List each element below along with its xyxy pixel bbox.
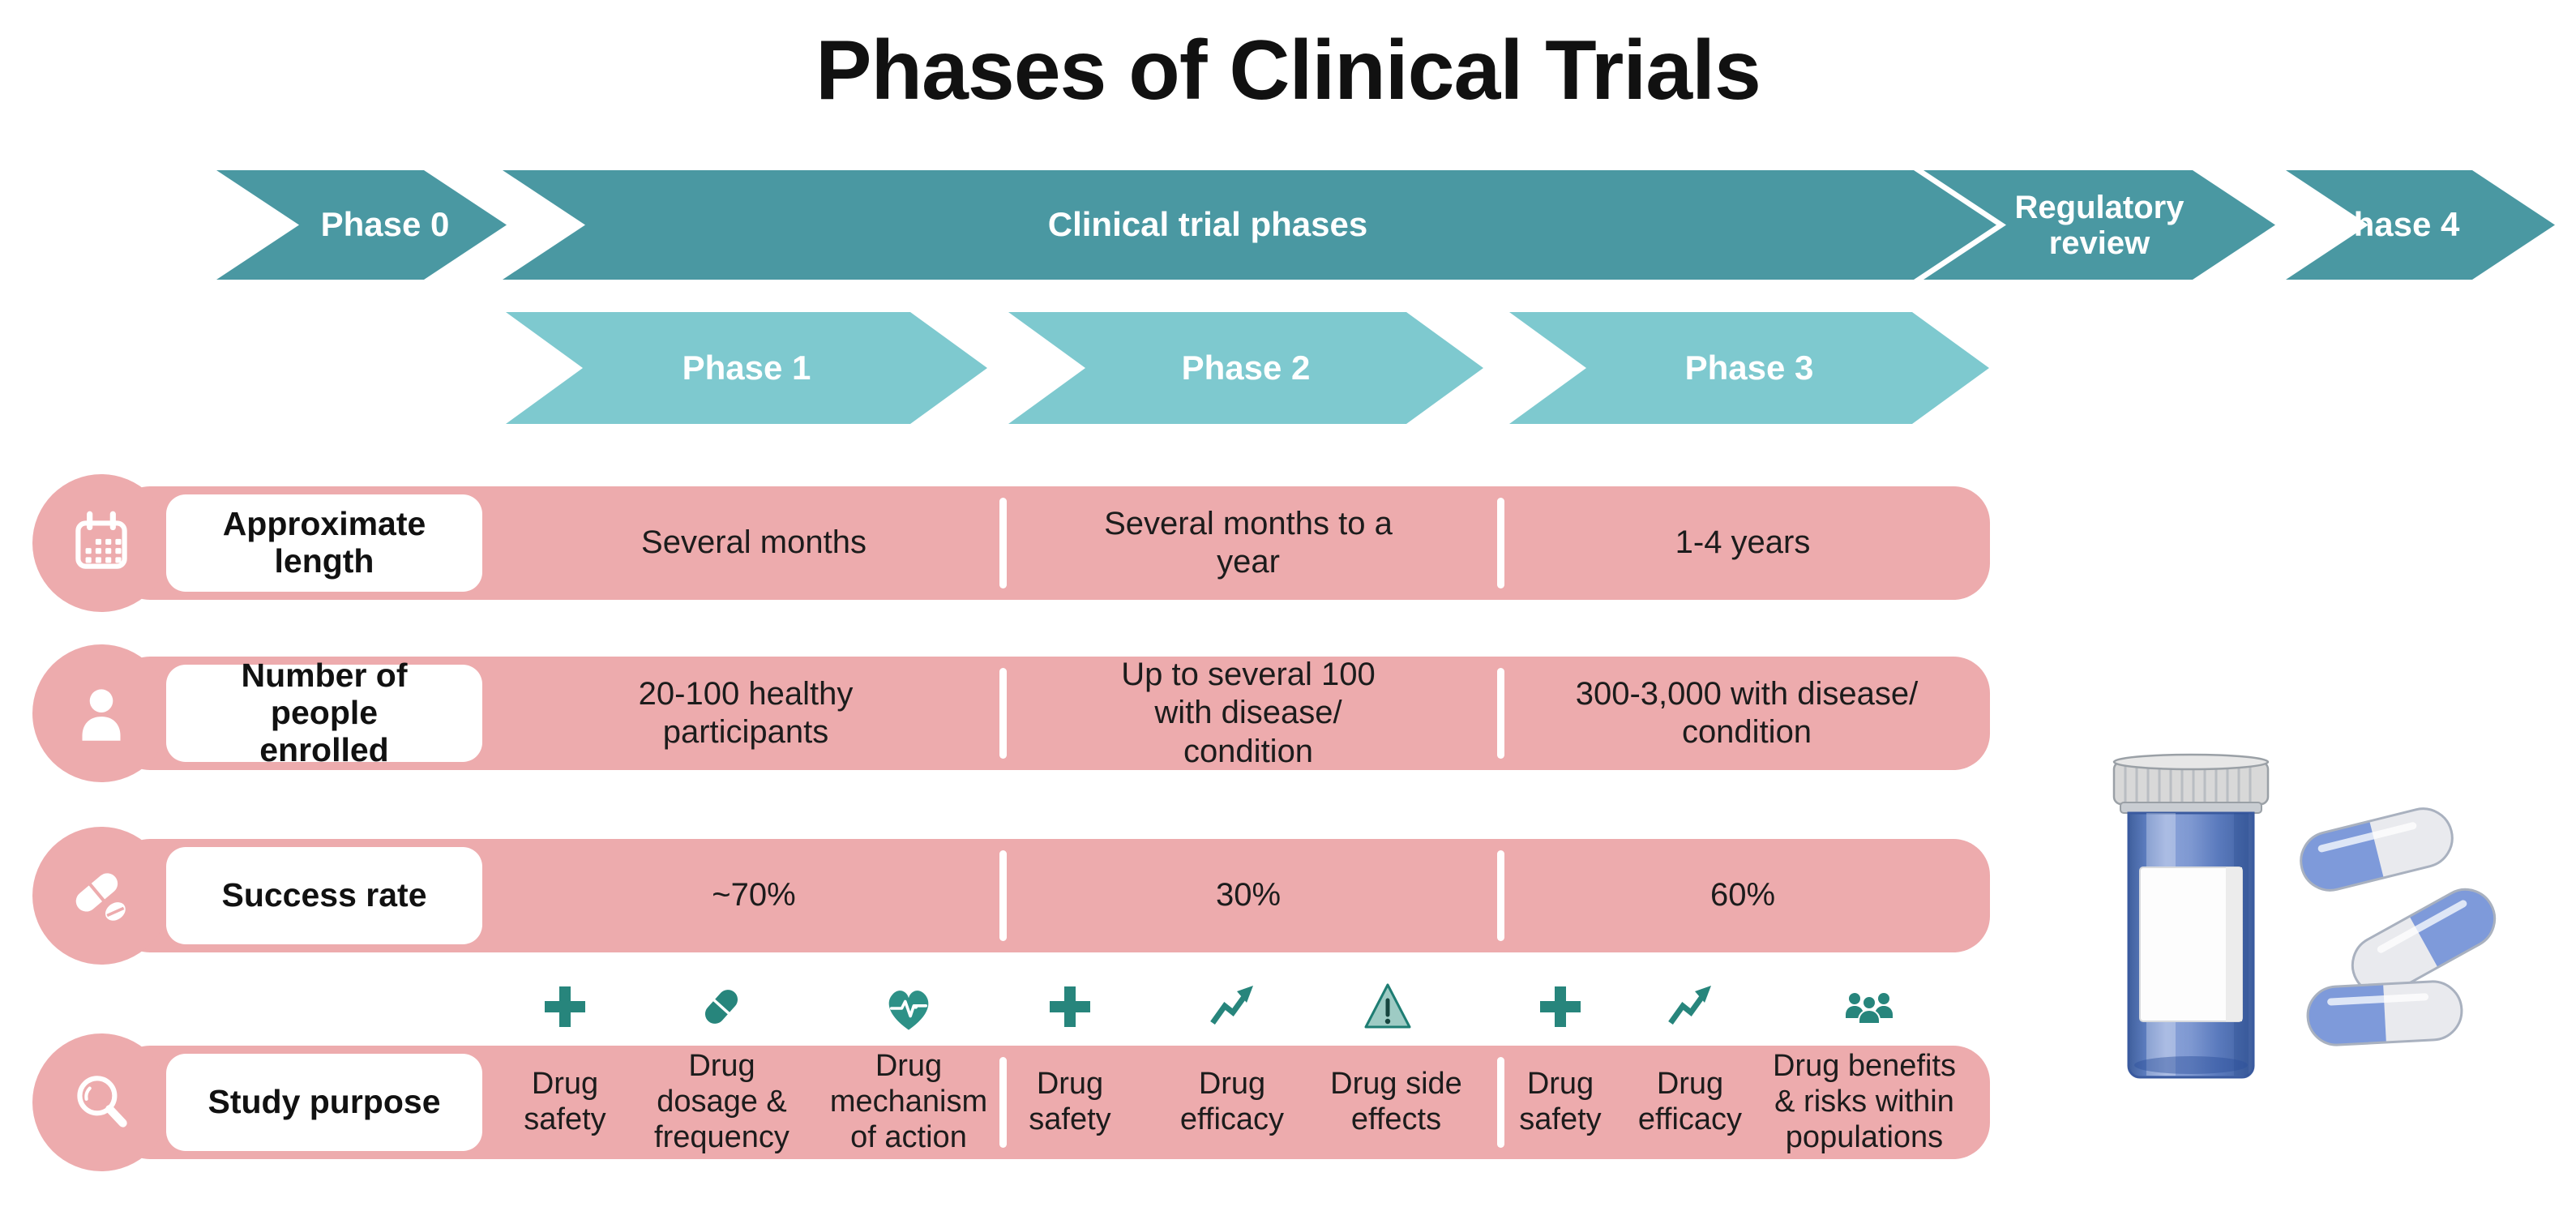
label-phase-4: Phase 4: [2330, 205, 2460, 244]
person-icon: [82, 689, 121, 741]
heart-pulse-icon: [881, 981, 936, 1036]
row-label-success-rate: Success rate: [166, 847, 482, 944]
magnifier-icon: [77, 1076, 127, 1128]
value-length-phase1: Several months: [641, 524, 867, 561]
row-study-purpose-badge: [32, 1033, 170, 1171]
row-label-people-enrolled: Number of people enrolled: [166, 657, 482, 768]
divider: [1497, 1057, 1504, 1148]
plus-icon: [1534, 981, 1586, 1033]
value-length-phase2: Several months to a year: [1104, 505, 1393, 580]
people-icon: [1840, 981, 1898, 1033]
purpose-p3-drug-safety: Drug safety: [1519, 1067, 1602, 1136]
purpose-p3-drug-efficacy: Drug efficacy: [1637, 1067, 1743, 1136]
pills-icon: [75, 873, 126, 921]
label-phase-1: Phase 1: [682, 348, 811, 387]
plus-icon: [1044, 981, 1096, 1033]
value-people-phase1: 20-100 healthy participants: [638, 675, 854, 750]
label-clinical-trial-phases: Clinical trial phases: [1047, 205, 1368, 244]
chevron-clinical-trial-phases: [503, 170, 1996, 280]
row-people-enrolled-badge: [32, 644, 170, 782]
row-label-approximate-length: Approximate length: [166, 494, 482, 592]
label-phase-3: Phase 3: [1684, 348, 1814, 387]
label-phase-2: Phase 2: [1181, 348, 1311, 387]
chevron-phase-2: [1008, 312, 1483, 424]
value-people-phase3: 300-3,000 with disease/ condition: [1575, 675, 1919, 750]
purpose-p2-side-effects: Drug side effects: [1330, 1067, 1462, 1136]
pill-bottle-and-capsules-icon: [2112, 753, 2497, 1079]
trend-up-icon: [1206, 981, 1258, 1033]
purpose-p3-benefits-risks: Drug benefits & risks within populations: [1772, 1049, 1956, 1154]
row-label-study-purpose: Study purpose: [166, 1054, 482, 1151]
calendar-icon: [75, 511, 127, 569]
capsule-icon: [695, 981, 747, 1033]
purpose-p1-drug-safety: Drug safety: [524, 1067, 606, 1136]
divider: [1497, 668, 1504, 759]
divider: [1497, 850, 1504, 941]
value-success-phase3: 60%: [1709, 877, 1776, 914]
row-approximate-length-badge: [32, 474, 170, 612]
value-success-phase1: ~70%: [712, 877, 796, 914]
chevron-phase-3: [1509, 312, 1989, 424]
purpose-p1-dosage-frequency: Drug dosage & frequency: [654, 1049, 789, 1154]
chevron-phase-1: [506, 312, 987, 424]
value-success-phase2: 30%: [1215, 877, 1282, 914]
purpose-p1-mechanism: Drug mechanism of action: [829, 1049, 988, 1154]
purpose-p2-drug-safety: Drug safety: [1029, 1067, 1111, 1136]
warning-icon: [1362, 981, 1414, 1033]
plus-icon: [539, 981, 591, 1033]
label-phase-0: Phase 0: [320, 205, 450, 244]
divider: [999, 1057, 1007, 1148]
divider: [1497, 498, 1504, 588]
value-people-phase2: Up to several 100 with disease/ conditio…: [1121, 657, 1376, 769]
divider: [999, 850, 1007, 941]
label-regulatory-review: Regulatory review: [2014, 189, 2184, 261]
purpose-p2-drug-efficacy: Drug efficacy: [1179, 1067, 1285, 1136]
value-length-phase3: 1-4 years: [1675, 524, 1811, 561]
page-title: Phases of Clinical Trials: [815, 24, 1761, 118]
trend-up-icon: [1664, 981, 1716, 1033]
row-success-rate-badge: [32, 827, 170, 965]
divider: [999, 668, 1007, 759]
divider: [999, 498, 1007, 588]
